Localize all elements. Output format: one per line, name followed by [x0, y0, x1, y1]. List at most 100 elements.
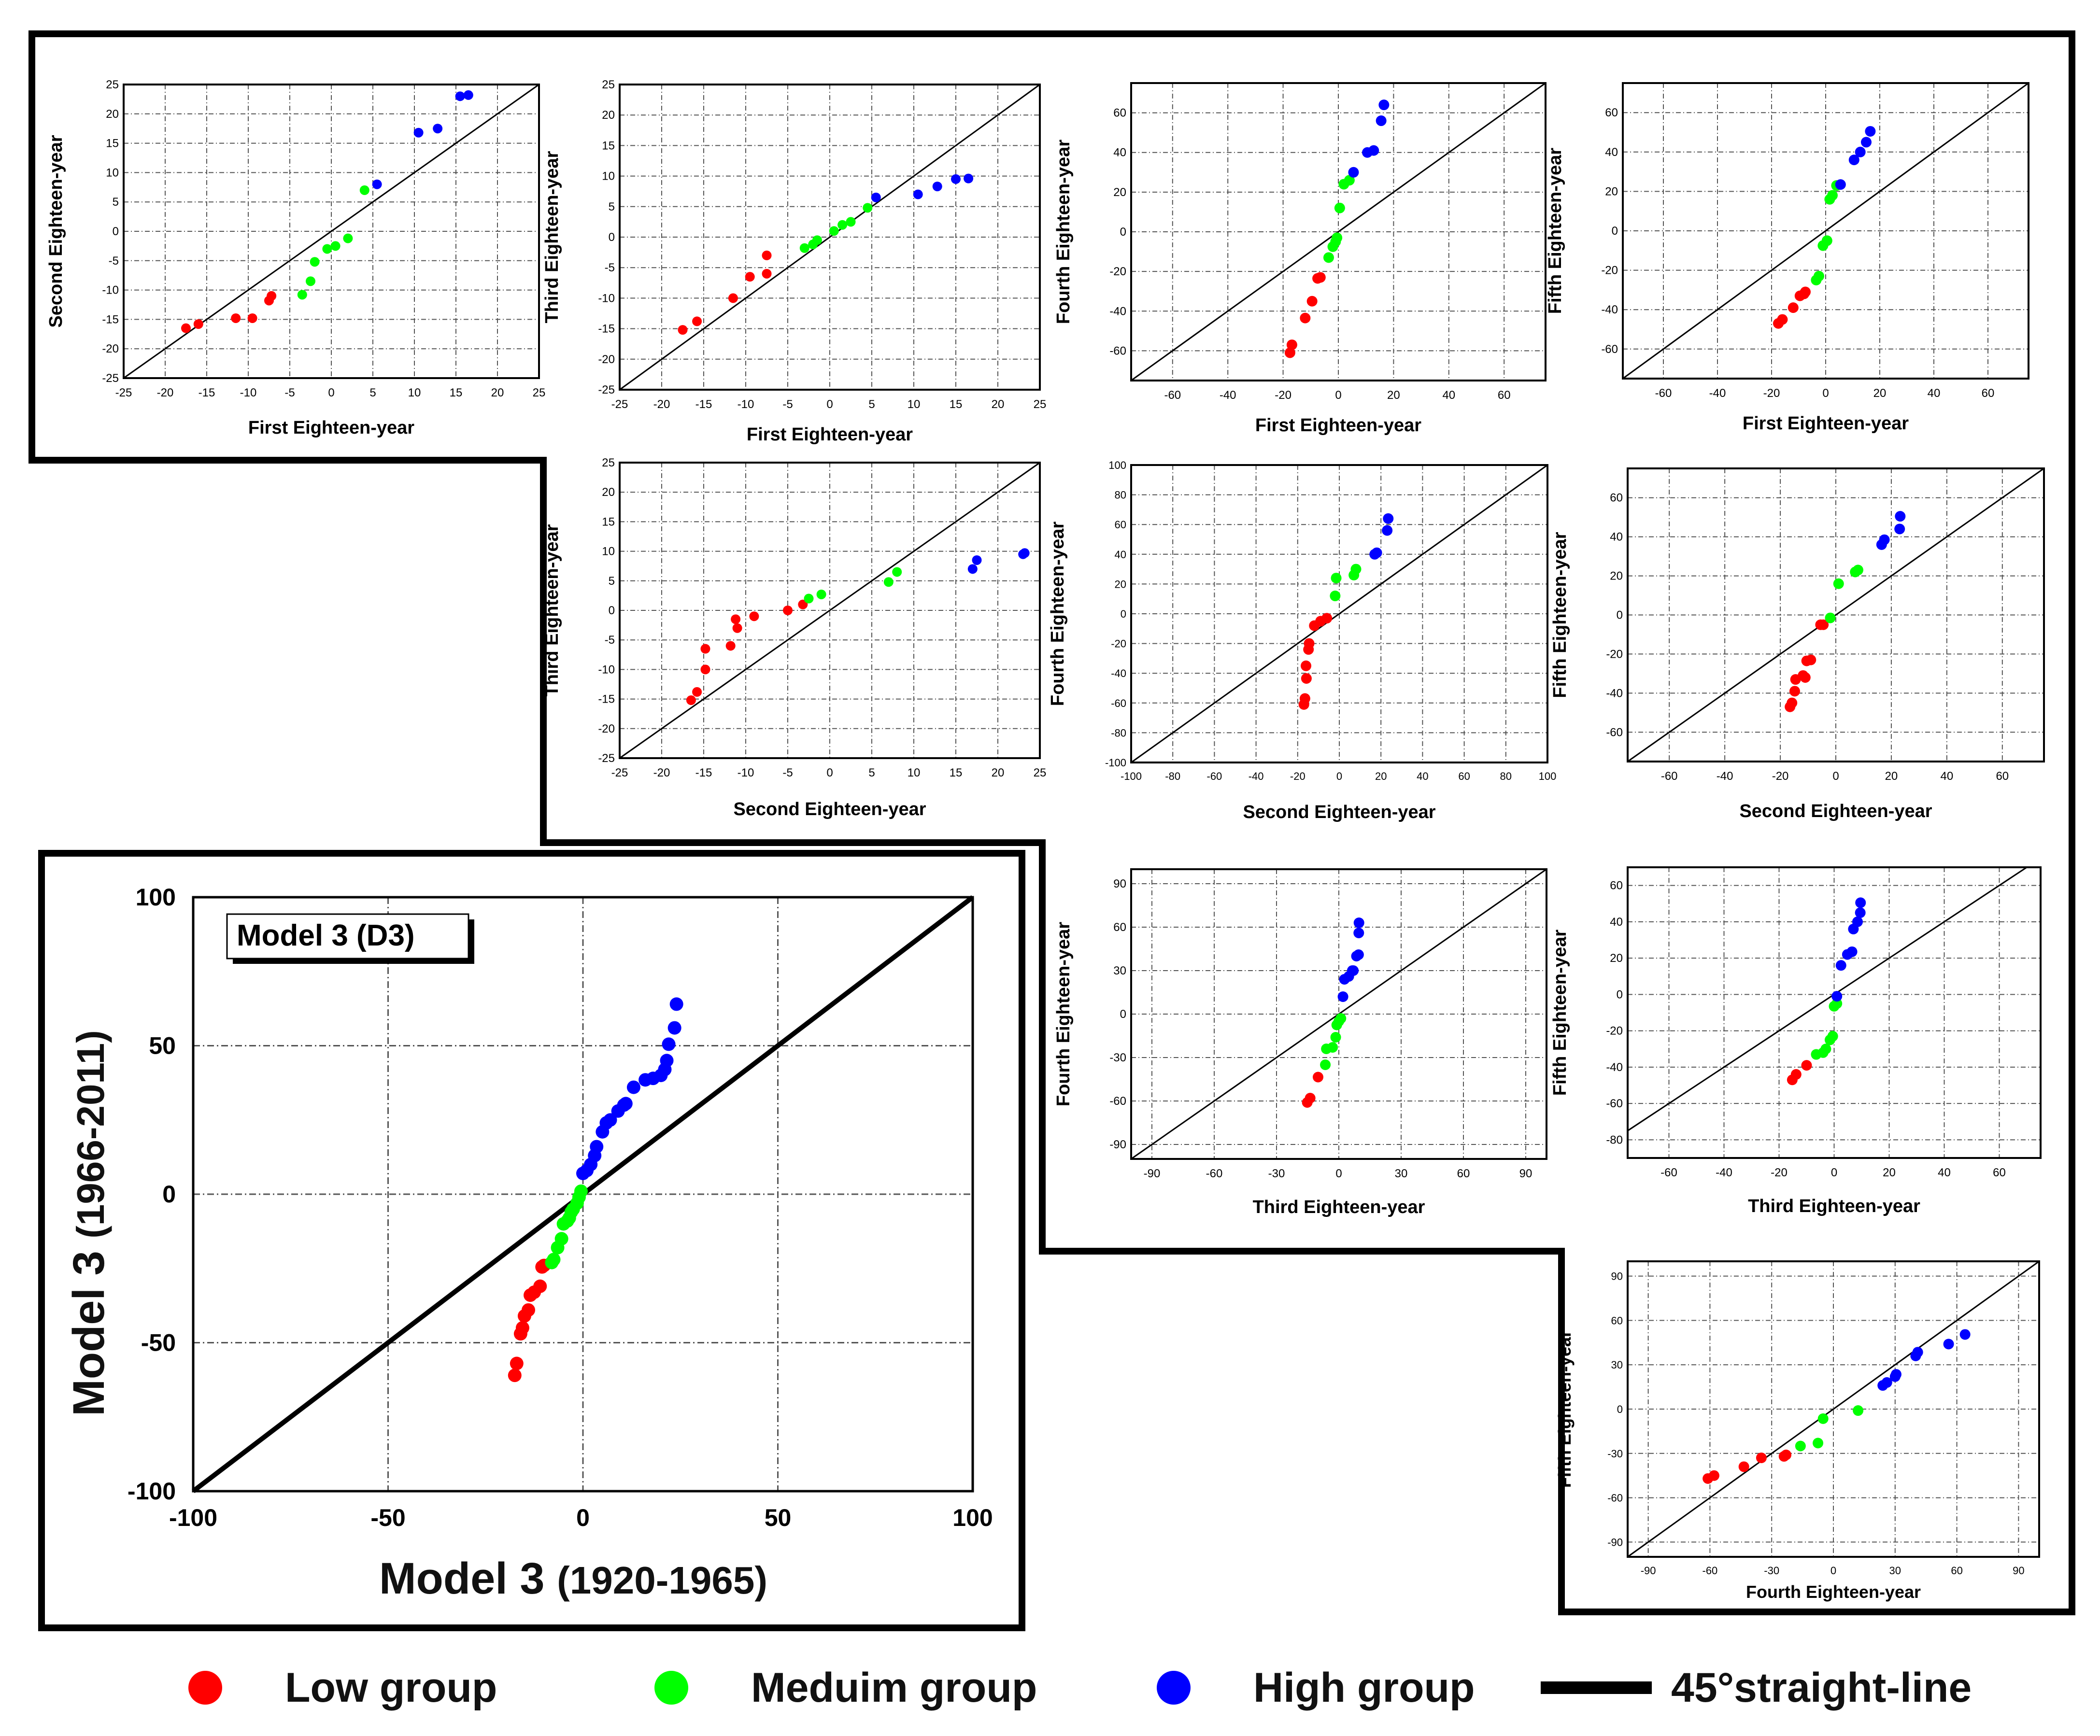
- plot-frame: [1130, 868, 1547, 1160]
- chart-p24: -100 -80 -60 -40 -20 0 20 40 60 80 100 -100 -80 -60 -4…: [1048, 459, 1556, 822]
- data-point-medium: [863, 203, 873, 213]
- data-point-low: [1708, 1470, 1719, 1481]
- x-tick-label: -60: [1660, 1166, 1677, 1179]
- data-point-low: [1315, 272, 1326, 283]
- data-point-low: [1321, 613, 1333, 624]
- data-point-low: [783, 606, 793, 615]
- y-tick-label: -20: [598, 722, 615, 735]
- data-point-low: [731, 614, 741, 624]
- x-tick-label: 0: [1335, 1167, 1342, 1180]
- plot-frame: [619, 84, 1041, 391]
- data-point-high: [1865, 126, 1876, 137]
- data-point-medium: [306, 276, 315, 286]
- x-axis-label: First Eighteen-year: [1743, 413, 1909, 434]
- y-tick-label: -50: [141, 1329, 176, 1356]
- data-point-medium: [1795, 1440, 1806, 1452]
- data-point-high: [964, 173, 974, 183]
- x-tick-label: 40: [1442, 389, 1455, 402]
- x-tick-label: 50: [765, 1504, 792, 1531]
- data-point-high: [1348, 965, 1359, 976]
- y-tick-label: 0: [1617, 609, 1623, 622]
- x-axis-label: First Eighteen-year: [248, 418, 414, 438]
- reference-line: [1131, 82, 1546, 381]
- x-tick-label: 100: [1539, 770, 1557, 782]
- data-point-low: [231, 313, 241, 323]
- x-tick-label: 20: [992, 766, 1005, 779]
- data-point-medium: [1821, 235, 1832, 246]
- x-tick-label: -20: [653, 766, 670, 779]
- x-tick-label: -50: [370, 1504, 405, 1531]
- data-point-medium: [1320, 1059, 1331, 1070]
- data-point-medium: [1853, 1405, 1864, 1416]
- chart-main: -100 -50 0 50 100 -100 -50 0 50 100 Model 3 (D3) Mo…: [64, 884, 993, 1603]
- y-tick-label: -20: [1606, 1025, 1623, 1038]
- x-tick-label: -25: [115, 386, 132, 399]
- x-tick-label: -90: [1144, 1167, 1161, 1180]
- y-axis-label: Fourth Eighteen-year: [1048, 522, 1068, 706]
- data-point-high: [433, 124, 443, 134]
- data-point-high: [972, 555, 982, 565]
- data-point-medium: [846, 217, 856, 227]
- y-tick-label: 0: [113, 225, 119, 238]
- x-tick-label: 100: [952, 1504, 993, 1531]
- y-tick-label: -5: [605, 261, 615, 274]
- y-axis-label: Fifth Eighteen-year: [1550, 532, 1570, 698]
- x-tick-label: -5: [284, 386, 295, 399]
- data-point-low: [728, 293, 738, 303]
- data-point-low: [678, 325, 688, 335]
- x-tick-label: 15: [450, 386, 463, 399]
- y-tick-label: 60: [1610, 492, 1623, 505]
- y-tick-label: -40: [1601, 303, 1618, 316]
- y-tick-label: 0: [1120, 1008, 1126, 1021]
- y-tick-label: -60: [1606, 726, 1623, 739]
- data-point-low: [1286, 339, 1297, 351]
- x-axis-label: Second Eighteen-year: [1739, 801, 1932, 821]
- data-point-low: [181, 323, 191, 333]
- data-point-low: [1299, 693, 1310, 704]
- y-tick-label: -40: [1606, 1061, 1623, 1074]
- data-point-high: [1912, 1347, 1923, 1358]
- data-point-high: [590, 1140, 604, 1154]
- x-tick-label: 20: [992, 398, 1005, 411]
- x-tick-label: 0: [328, 386, 334, 399]
- x-axis-label: First Eighteen-year: [1255, 415, 1421, 436]
- y-tick-label: 40: [1610, 531, 1623, 544]
- x-tick-label: 5: [369, 386, 376, 399]
- y-tick-label: -60: [1601, 343, 1618, 356]
- y-tick-label: 20: [1113, 186, 1126, 199]
- x-tick-label: 0: [826, 398, 833, 411]
- data-point-high: [1895, 511, 1906, 522]
- x-tick-label: 5: [868, 398, 875, 411]
- y-tick-label: 0: [1617, 988, 1623, 1001]
- x-tick-label: 40: [1941, 770, 1954, 783]
- y-tick-label: 25: [602, 456, 615, 469]
- data-point-low: [193, 319, 203, 329]
- x-tick-label: 10: [908, 398, 921, 411]
- x-tick-label: -15: [695, 766, 712, 779]
- y-tick-label: 10: [602, 545, 615, 558]
- data-point-medium: [892, 567, 902, 577]
- data-point-high: [1353, 949, 1364, 960]
- data-point-high: [1382, 525, 1393, 536]
- reference-line: [123, 84, 539, 379]
- charts-layer: -25 -20 -15 -10 -5 0 5 10 15 20 25-25-20-15-10-505…: [46, 78, 2045, 1603]
- y-tick-label: 15: [602, 139, 615, 152]
- data-point-medium: [554, 1232, 568, 1246]
- chart-p15: -60 -40 -20 0 20 40 60 -60 -40 -20 0 20 40 60 First Ei…: [1545, 82, 2029, 434]
- data-point-high: [932, 182, 942, 192]
- y-tick-label: 60: [1610, 879, 1623, 892]
- data-point-high: [1831, 991, 1843, 1002]
- y-tick-label: 20: [602, 109, 615, 122]
- data-point-high: [1383, 513, 1394, 524]
- y-tick-label: 60: [1113, 107, 1126, 120]
- x-tick-label: -60: [1207, 770, 1222, 782]
- y-tick-label: -10: [598, 292, 615, 305]
- plot-frame: [1627, 866, 2042, 1159]
- y-axis-label: Third Eighteen-year: [542, 524, 562, 696]
- y-tick-label: 90: [1113, 877, 1126, 890]
- x-tick-label: 25: [1034, 766, 1047, 779]
- data-point-medium: [1820, 1044, 1831, 1055]
- data-point-low: [692, 316, 702, 326]
- y-tick-label: 0: [1121, 608, 1126, 620]
- data-point-high: [1348, 167, 1359, 178]
